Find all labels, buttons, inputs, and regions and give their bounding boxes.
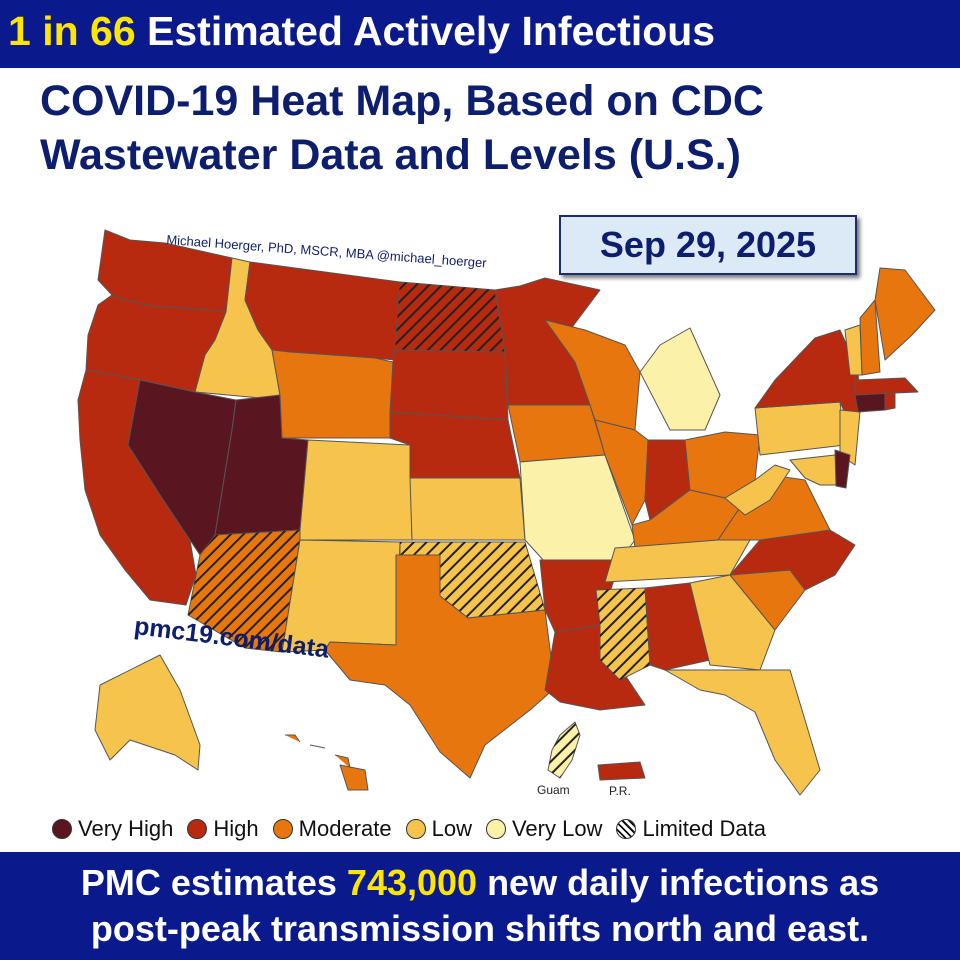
legend-swatch-limited-data xyxy=(616,819,637,839)
region-tx xyxy=(324,554,556,779)
estimate-suffix: new daily infections as xyxy=(477,862,880,903)
legend-item-low: Low xyxy=(405,816,472,842)
region-wv xyxy=(724,464,791,516)
legend-item-very-low: Very Low xyxy=(485,816,603,842)
region-sd xyxy=(389,349,509,421)
region-tn xyxy=(604,539,751,583)
region-pr xyxy=(597,761,646,781)
legend-swatch-moderate xyxy=(272,819,293,839)
region-ks xyxy=(409,477,526,541)
legend-item-high: High xyxy=(187,816,259,842)
region-co xyxy=(299,439,413,541)
legend-item-very-high: Very High xyxy=(52,816,173,842)
legend-item-moderate: Moderate xyxy=(272,816,392,842)
legend: Very High High Moderate Low Very Low Lim… xyxy=(52,816,780,842)
legend-label-very-low: Very Low xyxy=(511,816,603,841)
legend-label-low: Low xyxy=(431,816,472,841)
estimate-line-2: post-peak transmission shifts north and … xyxy=(90,908,870,949)
legend-swatch-very-low xyxy=(485,819,506,839)
top-banner: 1 in 66 Estimated Actively Infectious xyxy=(0,0,960,68)
limited-data-hatch-nd xyxy=(395,282,505,352)
region-hi xyxy=(285,734,369,791)
infectious-headline: 1 in 66 Estimated Actively Infectious xyxy=(8,8,715,55)
guam-label: Guam xyxy=(537,783,570,797)
title-line-1: COVID-19 Heat Map, Based on CDC xyxy=(40,77,764,125)
region-pa xyxy=(754,401,846,456)
region-de xyxy=(834,449,851,489)
region-ne xyxy=(389,411,521,479)
daily-infections-number: 743,000 xyxy=(346,862,478,903)
limited-data-hatch-ok xyxy=(400,542,545,618)
region-mi xyxy=(639,327,721,431)
infectious-label: Estimated Actively Infectious xyxy=(135,8,716,54)
region-wy xyxy=(271,349,394,439)
estimate-prefix: PMC estimates xyxy=(80,862,347,903)
region-mt xyxy=(244,261,401,361)
region-me xyxy=(874,267,936,361)
limited-data-hatch-ms xyxy=(596,588,650,680)
title-line-2: Wastewater Data and Levels (U.S.) xyxy=(40,131,741,179)
date-badge: Sep 29, 2025 xyxy=(559,215,857,275)
region-nh xyxy=(859,299,881,376)
region-fl xyxy=(664,669,821,796)
region-nj xyxy=(839,409,861,466)
legend-swatch-low xyxy=(405,819,426,839)
region-ma xyxy=(854,377,919,396)
infectious-ratio: 1 in 66 xyxy=(8,8,136,54)
legend-label-high: High xyxy=(213,816,259,841)
region-al xyxy=(644,582,711,671)
limited-data-hatch-guam xyxy=(548,722,580,778)
legend-swatch-high xyxy=(187,819,208,839)
legend-label-very-high: Very High xyxy=(78,816,174,841)
legend-label-moderate: Moderate xyxy=(298,816,392,841)
bottom-banner: PMC estimates 743,000 new daily infectio… xyxy=(0,852,960,960)
region-md xyxy=(789,454,841,486)
region-ia xyxy=(507,404,606,463)
estimate-line-1: PMC estimates 743,000 new daily infectio… xyxy=(0,862,960,904)
region-ak xyxy=(94,654,201,771)
limited-data-hatch-az xyxy=(188,530,300,652)
map-title: COVID-19 Heat Map, Based on CDC Wastewat… xyxy=(40,74,764,182)
puerto-rico-label: P.R. xyxy=(609,784,631,798)
region-ga xyxy=(689,574,776,671)
legend-swatch-very-high xyxy=(52,819,72,839)
legend-item-limited-data: Limited Data xyxy=(616,816,766,842)
legend-label-limited-data: Limited Data xyxy=(642,816,766,841)
